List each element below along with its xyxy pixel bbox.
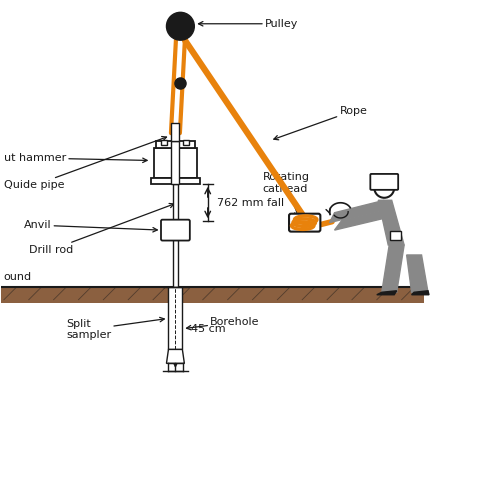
Text: Drill rod: Drill rod bbox=[28, 204, 174, 255]
FancyBboxPatch shape bbox=[370, 174, 398, 190]
Text: ut hammer: ut hammer bbox=[4, 153, 147, 163]
Text: Rotating
cathead: Rotating cathead bbox=[262, 172, 310, 216]
Text: Quide pipe: Quide pipe bbox=[4, 136, 166, 190]
Text: ound: ound bbox=[4, 272, 32, 282]
Bar bbox=[172, 123, 179, 141]
Text: 762 mm fall: 762 mm fall bbox=[216, 198, 284, 207]
Polygon shape bbox=[377, 291, 396, 294]
Bar bbox=[168, 288, 182, 350]
Circle shape bbox=[374, 178, 394, 198]
Polygon shape bbox=[334, 208, 392, 230]
Polygon shape bbox=[406, 255, 428, 292]
Polygon shape bbox=[382, 245, 404, 292]
Text: Anvil: Anvil bbox=[24, 220, 158, 232]
FancyBboxPatch shape bbox=[2, 288, 424, 303]
Text: Borehole: Borehole bbox=[186, 317, 260, 330]
Bar bbox=[173, 184, 178, 221]
Text: Rope: Rope bbox=[274, 106, 368, 140]
FancyBboxPatch shape bbox=[289, 214, 320, 232]
FancyBboxPatch shape bbox=[154, 148, 196, 178]
Bar bbox=[184, 140, 190, 144]
Bar bbox=[162, 140, 168, 144]
FancyBboxPatch shape bbox=[161, 220, 190, 240]
Text: 45 cm: 45 cm bbox=[192, 324, 226, 334]
Bar bbox=[390, 231, 401, 240]
Circle shape bbox=[166, 12, 194, 40]
Text: face: face bbox=[4, 288, 28, 298]
Bar bbox=[173, 239, 178, 288]
Polygon shape bbox=[378, 200, 404, 245]
Polygon shape bbox=[166, 350, 184, 364]
Polygon shape bbox=[412, 291, 429, 294]
FancyBboxPatch shape bbox=[152, 178, 200, 184]
Bar bbox=[172, 141, 179, 184]
Text: Split
sampler: Split sampler bbox=[66, 318, 164, 340]
Polygon shape bbox=[330, 200, 384, 222]
Text: Pulley: Pulley bbox=[198, 19, 298, 29]
FancyBboxPatch shape bbox=[156, 141, 194, 148]
